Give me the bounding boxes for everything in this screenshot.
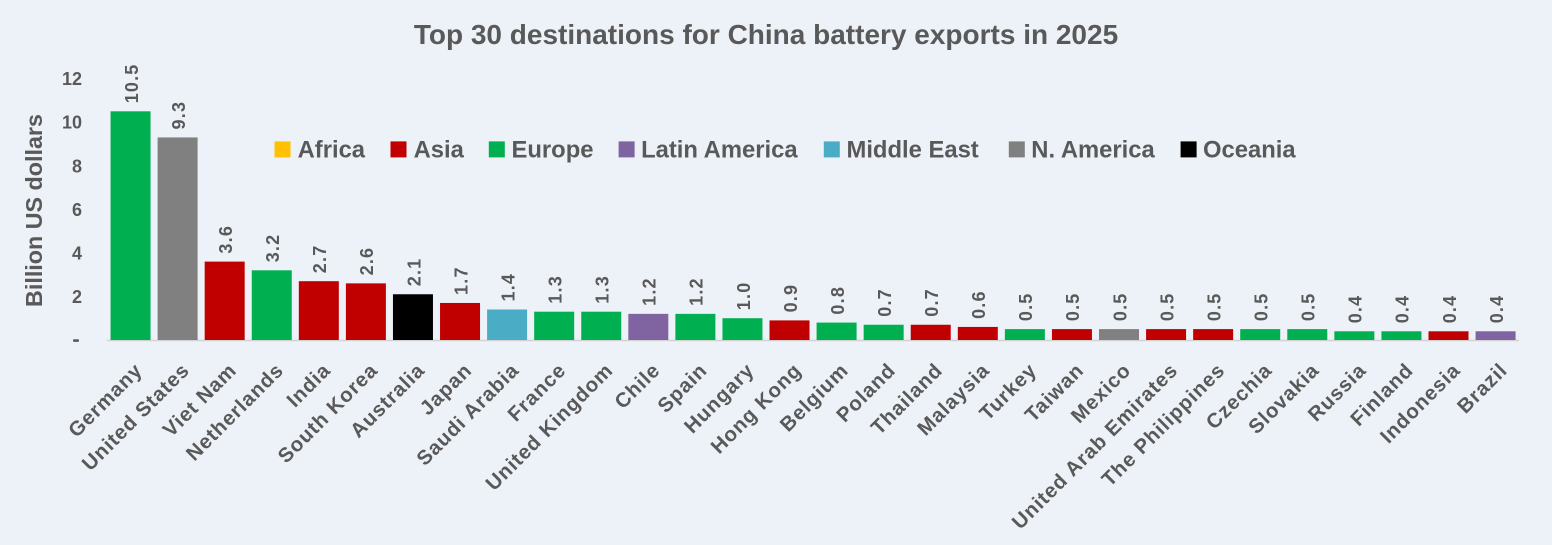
svg-text:N. America: N. America [1031,137,1155,164]
svg-text:1.3: 1.3 [593,275,613,304]
svg-text:1.4: 1.4 [498,273,518,302]
svg-text:Top 30 destinations for China: Top 30 destinations for China battery ex… [414,19,1118,50]
svg-text:Africa: Africa [298,137,366,164]
svg-text:12: 12 [62,69,82,89]
svg-text:0.4: 0.4 [1440,295,1460,324]
svg-text:6: 6 [72,200,82,220]
svg-text:10.5: 10.5 [122,63,142,103]
svg-text:0.9: 0.9 [781,284,801,313]
svg-text:Middle East: Middle East [847,137,979,164]
svg-text:2.6: 2.6 [357,247,377,276]
svg-text:0.5: 0.5 [1299,292,1319,321]
svg-text:1.3: 1.3 [545,275,565,304]
svg-text:0.8: 0.8 [828,286,848,315]
svg-text:2.7: 2.7 [310,245,330,274]
svg-text:Europe: Europe [512,137,594,164]
svg-text:0.7: 0.7 [922,288,942,317]
svg-text:0.5: 0.5 [1063,292,1083,321]
svg-text:10: 10 [62,113,82,133]
svg-text:2.1: 2.1 [404,258,424,287]
svg-text:0.5: 0.5 [1252,292,1272,321]
svg-text:3.2: 3.2 [263,234,283,263]
svg-text:1.7: 1.7 [451,266,471,295]
svg-text:Billion US dollars: Billion US dollars [21,114,47,307]
svg-text:Oceania: Oceania [1203,137,1296,164]
svg-text:4: 4 [72,243,82,263]
svg-text:8: 8 [72,156,82,176]
svg-text:2: 2 [72,287,82,307]
svg-text:0.4: 0.4 [1393,295,1413,324]
svg-text:0.5: 0.5 [1016,292,1036,321]
svg-text:1.2: 1.2 [687,277,707,306]
svg-text:0.4: 0.4 [1487,295,1507,324]
svg-text:3.6: 3.6 [216,225,236,254]
svg-text:Asia: Asia [414,137,465,164]
svg-text:1.0: 1.0 [734,282,754,311]
svg-text:0.7: 0.7 [875,288,895,317]
svg-text:0.5: 0.5 [1157,292,1177,321]
svg-text:1.2: 1.2 [640,277,660,306]
svg-text:9.3: 9.3 [169,101,189,130]
svg-text:0.6: 0.6 [969,290,989,319]
svg-text:0.5: 0.5 [1204,292,1224,321]
svg-text:0.5: 0.5 [1110,292,1130,321]
svg-text:Latin America: Latin America [641,137,798,164]
svg-text:0.4: 0.4 [1346,295,1366,324]
